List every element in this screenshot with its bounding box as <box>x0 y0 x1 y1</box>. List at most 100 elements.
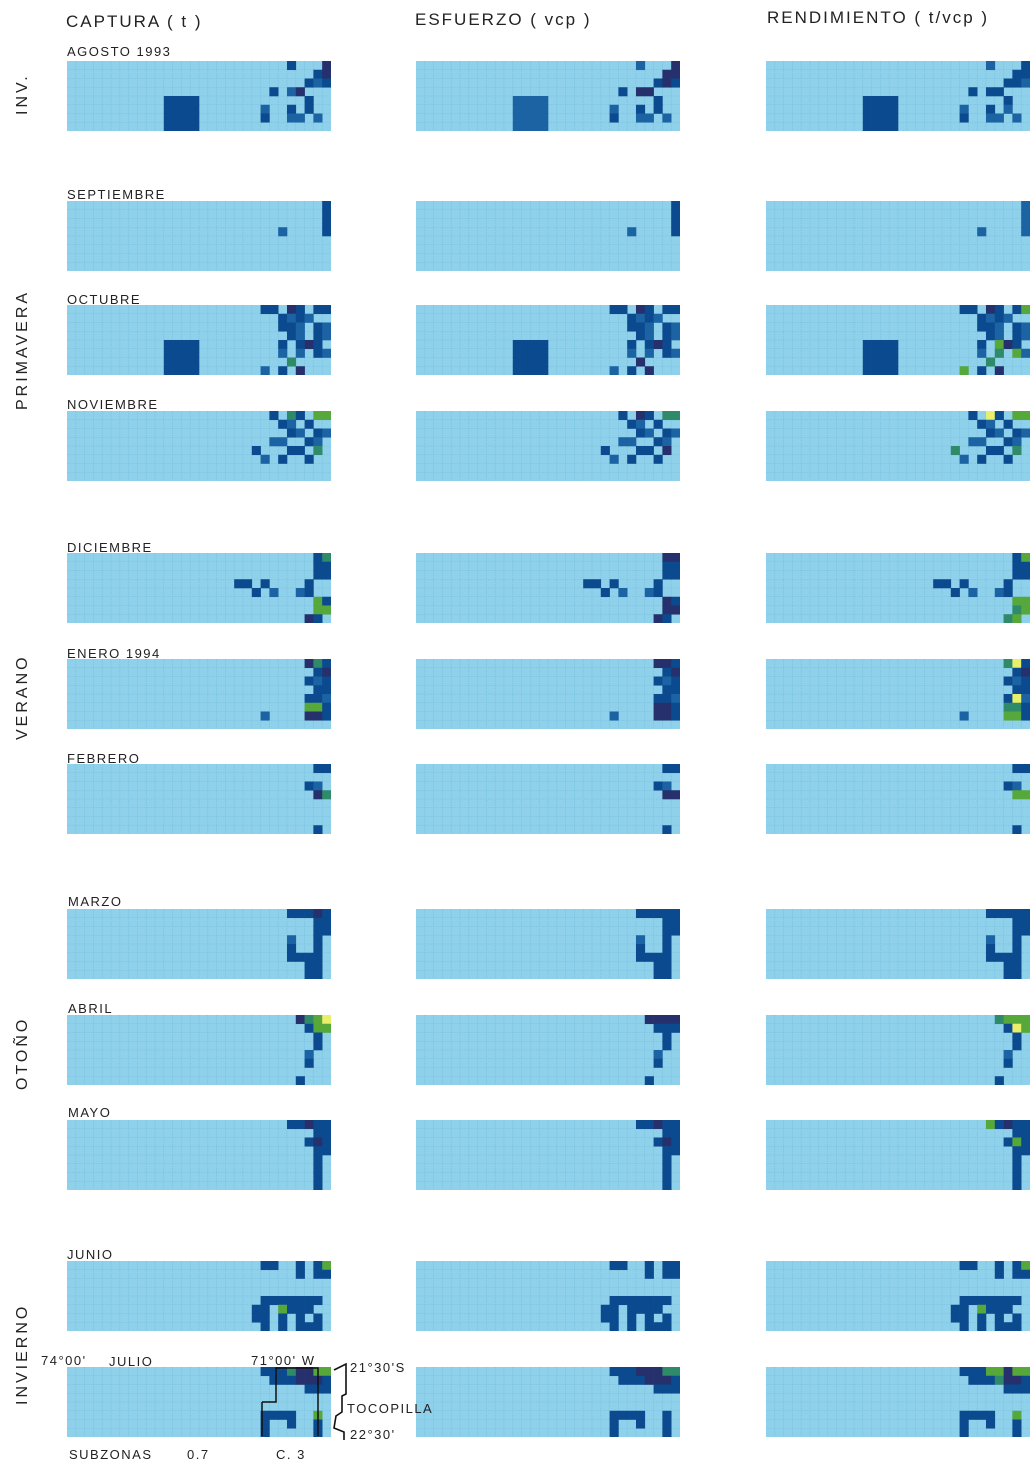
heatmap-cell <box>994 1076 1004 1085</box>
heatmap-cell <box>287 357 297 367</box>
heatmap-cell <box>1012 1155 1022 1165</box>
heatmap-cell <box>986 87 996 97</box>
heatmap-cell <box>609 1419 619 1429</box>
heatmap-cell <box>190 340 200 350</box>
heatmap-cell <box>172 357 182 367</box>
month-label-marzo: MARZO <box>68 894 123 909</box>
heatmap-cell <box>644 909 654 919</box>
heatmap-cell <box>1003 1058 1013 1068</box>
heatmap-cell <box>1012 961 1022 971</box>
heatmap-cell <box>1012 909 1022 919</box>
heatmap-cell <box>671 702 680 712</box>
heatmap-cell <box>530 348 540 358</box>
heatmap-cell <box>994 1120 1004 1130</box>
heatmap-cell <box>287 113 297 123</box>
heatmap-cell <box>662 790 672 800</box>
heatmap-cell <box>1012 970 1022 979</box>
heatmap-cell <box>644 1015 654 1025</box>
heatmap-cell <box>295 305 305 315</box>
heatmap-cell <box>662 561 672 571</box>
heatmap-cell <box>636 935 646 945</box>
longitude-west-label: 74°00' <box>41 1353 87 1368</box>
heatmap-cell <box>304 1384 314 1394</box>
heatmap-cell <box>671 69 680 79</box>
heatmap-cell <box>636 305 646 315</box>
heatmap-cell <box>190 96 200 106</box>
heatmap-cell <box>295 313 305 323</box>
heatmap-cell <box>304 961 314 971</box>
heatmap-cell <box>671 1269 680 1279</box>
heatmap-cell <box>986 909 996 919</box>
heatmap-cell <box>251 446 261 456</box>
heatmap-cell <box>269 411 279 421</box>
heatmap-panel <box>766 909 1033 979</box>
heatmap-cell <box>521 348 531 358</box>
heatmap-cell <box>521 122 531 131</box>
heatmap-cell <box>1012 411 1022 421</box>
heatmap-cell <box>986 313 996 323</box>
heatmap-cell <box>521 96 531 106</box>
heatmap-cell <box>662 340 672 350</box>
panel-grid <box>416 764 680 834</box>
heatmap-panel <box>67 1261 331 1331</box>
heatmap-cell <box>1021 605 1030 615</box>
heatmap-cell <box>181 357 191 367</box>
heatmap-cell <box>260 1313 270 1323</box>
heatmap-cell <box>1012 667 1022 677</box>
heatmap-cell <box>1003 1375 1013 1385</box>
heatmap-cell <box>1003 711 1013 721</box>
heatmap-cell <box>190 348 200 358</box>
heatmap-cell <box>172 348 182 358</box>
heatmap-cell <box>968 87 978 97</box>
heatmap-panel <box>766 764 1033 834</box>
heatmap-cell <box>260 366 270 375</box>
heatmap-cell <box>322 685 331 695</box>
heatmap-cell <box>986 1367 996 1377</box>
heatmap-cell <box>269 1410 279 1420</box>
heatmap-cell <box>862 340 872 350</box>
heatmap-cell <box>653 340 663 350</box>
heatmap-cell <box>1012 781 1022 791</box>
panel-grid <box>67 764 331 834</box>
heatmap-cell <box>618 411 628 421</box>
heatmap-cell <box>287 87 297 97</box>
heatmap-cell <box>662 685 672 695</box>
heatmap-cell <box>278 1375 288 1385</box>
heatmap-cell <box>1003 781 1013 791</box>
heatmap-cell <box>295 322 305 332</box>
heatmap-panel <box>416 1015 680 1085</box>
heatmap-cell <box>1003 1384 1013 1394</box>
heatmap-cell <box>618 305 628 315</box>
heatmap-cell <box>313 340 323 350</box>
heatmap-cell <box>636 322 646 332</box>
heatmap-cell <box>986 104 996 114</box>
heatmap-cell <box>304 781 314 791</box>
heatmap-cell <box>287 61 297 71</box>
heatmap-cell <box>994 909 1004 919</box>
heatmap-cell <box>1012 348 1022 358</box>
heatmap-panel <box>67 201 331 271</box>
heatmap-cell <box>653 1137 663 1147</box>
heatmap-cell <box>968 437 978 447</box>
heatmap-cell <box>1012 428 1022 438</box>
heatmap-cell <box>662 944 672 954</box>
heatmap-cell <box>1021 1146 1030 1156</box>
heatmap-cell <box>950 446 960 456</box>
heatmap-cell <box>662 1419 672 1429</box>
heatmap-cell <box>295 588 305 598</box>
heatmap-cell <box>994 1322 1004 1331</box>
heatmap-cell <box>322 694 331 704</box>
heatmap-cell <box>994 1313 1004 1323</box>
heatmap-cell <box>994 113 1004 123</box>
heatmap-cell <box>1012 1015 1022 1025</box>
heatmap-cell <box>671 1375 680 1385</box>
heatmap-cell <box>313 1120 323 1130</box>
heatmap-cell <box>977 1322 987 1331</box>
heatmap-cell <box>181 122 191 131</box>
heatmap-cell <box>1003 909 1013 919</box>
heatmap-cell <box>1012 1269 1022 1279</box>
heatmap-cell <box>304 909 314 919</box>
longitude-east-label: 71°00' W <box>251 1353 316 1368</box>
heatmap-cell <box>251 1313 261 1323</box>
heatmap-cell <box>627 227 637 237</box>
